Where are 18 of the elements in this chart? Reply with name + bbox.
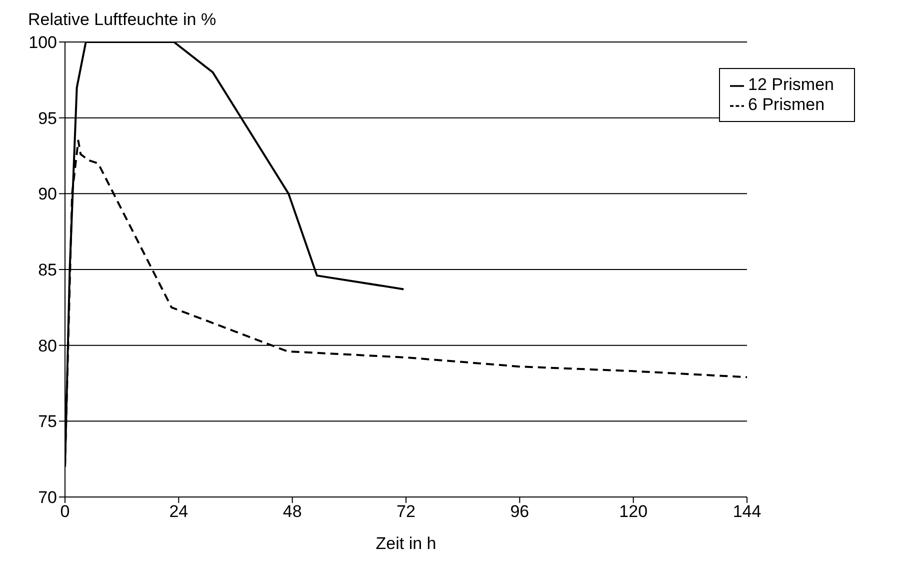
x-axis-title: Zeit in h — [376, 534, 436, 553]
x-tick-label: 48 — [282, 502, 302, 522]
x-tick-label: 120 — [619, 502, 648, 522]
y-tick-label: 75 — [38, 412, 57, 432]
x-tick-label: 0 — [60, 502, 70, 522]
y-tick-label: 100 — [28, 33, 57, 52]
y-tick-label: 95 — [38, 108, 57, 128]
legend-label: 12 Prismen — [748, 75, 834, 94]
x-tick-label: 144 — [732, 502, 762, 522]
y-axis-title: Relative Luftfeuchte in % — [28, 10, 216, 30]
x-tick-label: 72 — [396, 502, 416, 522]
legend-label: 6 Prismen — [748, 95, 825, 114]
y-tick-label: 80 — [38, 336, 57, 356]
y-tick-label: 90 — [38, 184, 57, 204]
y-tick-label: 85 — [38, 260, 57, 280]
x-tick-label: 96 — [510, 502, 530, 522]
y-tick-label: 70 — [38, 488, 57, 508]
x-tick-label: 24 — [169, 502, 188, 522]
